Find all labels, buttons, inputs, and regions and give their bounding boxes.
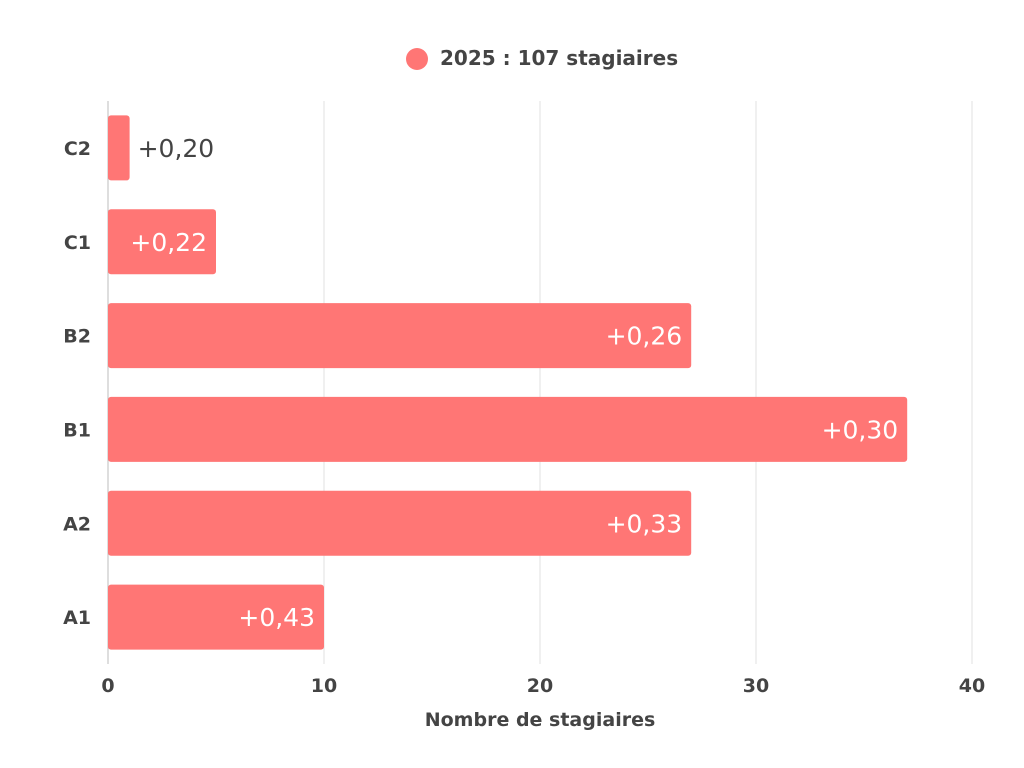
category-label: A2 bbox=[63, 513, 91, 535]
x-tick-label: 40 bbox=[959, 675, 985, 697]
x-tick-label: 0 bbox=[101, 675, 114, 697]
bars bbox=[108, 115, 908, 650]
legend-swatch bbox=[406, 48, 428, 70]
category-label: B2 bbox=[63, 326, 91, 348]
data-label: +0,33 bbox=[606, 509, 683, 538]
data-label: +0,20 bbox=[138, 134, 215, 163]
bar[interactable] bbox=[108, 396, 908, 462]
legend[interactable]: 2025 : 107 stagiaires bbox=[406, 46, 678, 70]
value-axis: 0 10 20 30 40 bbox=[101, 675, 985, 697]
x-tick-label: 20 bbox=[527, 675, 553, 697]
legend-label: 2025 : 107 stagiaires bbox=[440, 46, 678, 70]
category-axis: C2 C1 B2 B1 A2 A1 bbox=[63, 138, 91, 629]
category-label: B1 bbox=[63, 419, 91, 441]
category-label: C1 bbox=[64, 232, 91, 254]
data-label: +0,43 bbox=[238, 603, 315, 632]
data-label: +0,26 bbox=[606, 322, 683, 351]
bar[interactable] bbox=[108, 303, 692, 369]
category-label: A1 bbox=[63, 607, 91, 629]
data-labels: +0,20 +0,22 +0,26 +0,30 +0,33 +0,43 bbox=[130, 134, 898, 632]
bar[interactable] bbox=[108, 115, 130, 181]
x-axis-title: Nombre de stagiaires bbox=[425, 709, 656, 731]
bar[interactable] bbox=[108, 490, 692, 556]
x-tick-label: 10 bbox=[311, 675, 337, 697]
x-tick-label: 30 bbox=[743, 675, 769, 697]
bar[interactable] bbox=[108, 209, 216, 275]
bar[interactable] bbox=[108, 584, 324, 650]
data-label: +0,22 bbox=[130, 228, 207, 257]
category-label: C2 bbox=[64, 138, 91, 160]
gridlines bbox=[107, 101, 973, 664]
data-label: +0,30 bbox=[822, 415, 899, 444]
